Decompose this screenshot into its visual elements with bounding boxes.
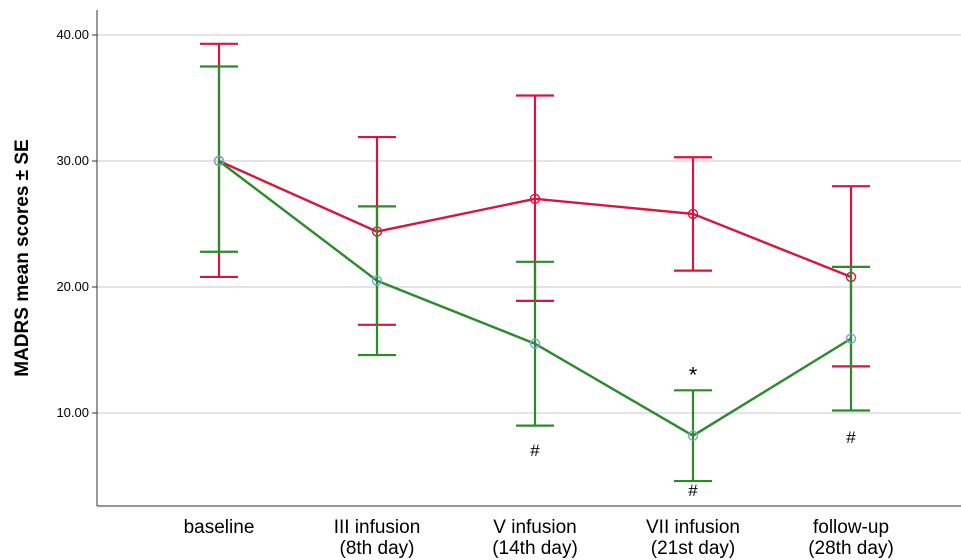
data-point — [371, 275, 383, 286]
data-point — [687, 208, 699, 220]
y-tick-labels: 10.00 20.00 30.00 40.00 — [56, 27, 97, 420]
x-category-label: follow-up — [813, 517, 889, 538]
y-tick-label: 30.00 — [56, 153, 89, 168]
data-point — [687, 430, 699, 441]
y-tick-label: 20.00 — [56, 279, 89, 294]
series-line — [218, 159, 852, 279]
significance-annotations: # * # # — [530, 363, 856, 500]
significance-hash: # — [530, 441, 540, 460]
data-point — [529, 338, 541, 349]
y-tick-label: 10.00 — [56, 405, 89, 420]
y-axis-title: MADRS mean scores ± SE — [12, 139, 33, 376]
x-category-label: VII infusion — [646, 517, 740, 538]
x-category-label: III infusion — [334, 517, 421, 538]
x-category-label: V infusion — [493, 517, 576, 538]
data-point — [213, 155, 225, 167]
y-tick-label: 40.00 — [56, 27, 89, 42]
significance-star: * — [689, 363, 698, 388]
data-point — [845, 333, 857, 344]
significance-hash: # — [846, 428, 856, 447]
data-point — [529, 193, 541, 205]
x-category-labels: baseline III infusion(8th day)V infusion(… — [184, 517, 894, 559]
series-2 — [200, 65, 870, 483]
series-line — [218, 160, 852, 438]
gridlines — [97, 34, 961, 414]
x-category-label: (28th day) — [808, 538, 894, 559]
x-category-label: (14th day) — [492, 538, 578, 559]
significance-hash: # — [688, 481, 698, 500]
series-group — [200, 42, 870, 483]
x-category-label: (21st day) — [651, 538, 735, 559]
x-category-label: baseline — [184, 517, 255, 538]
x-category-label: (8th day) — [340, 538, 415, 559]
